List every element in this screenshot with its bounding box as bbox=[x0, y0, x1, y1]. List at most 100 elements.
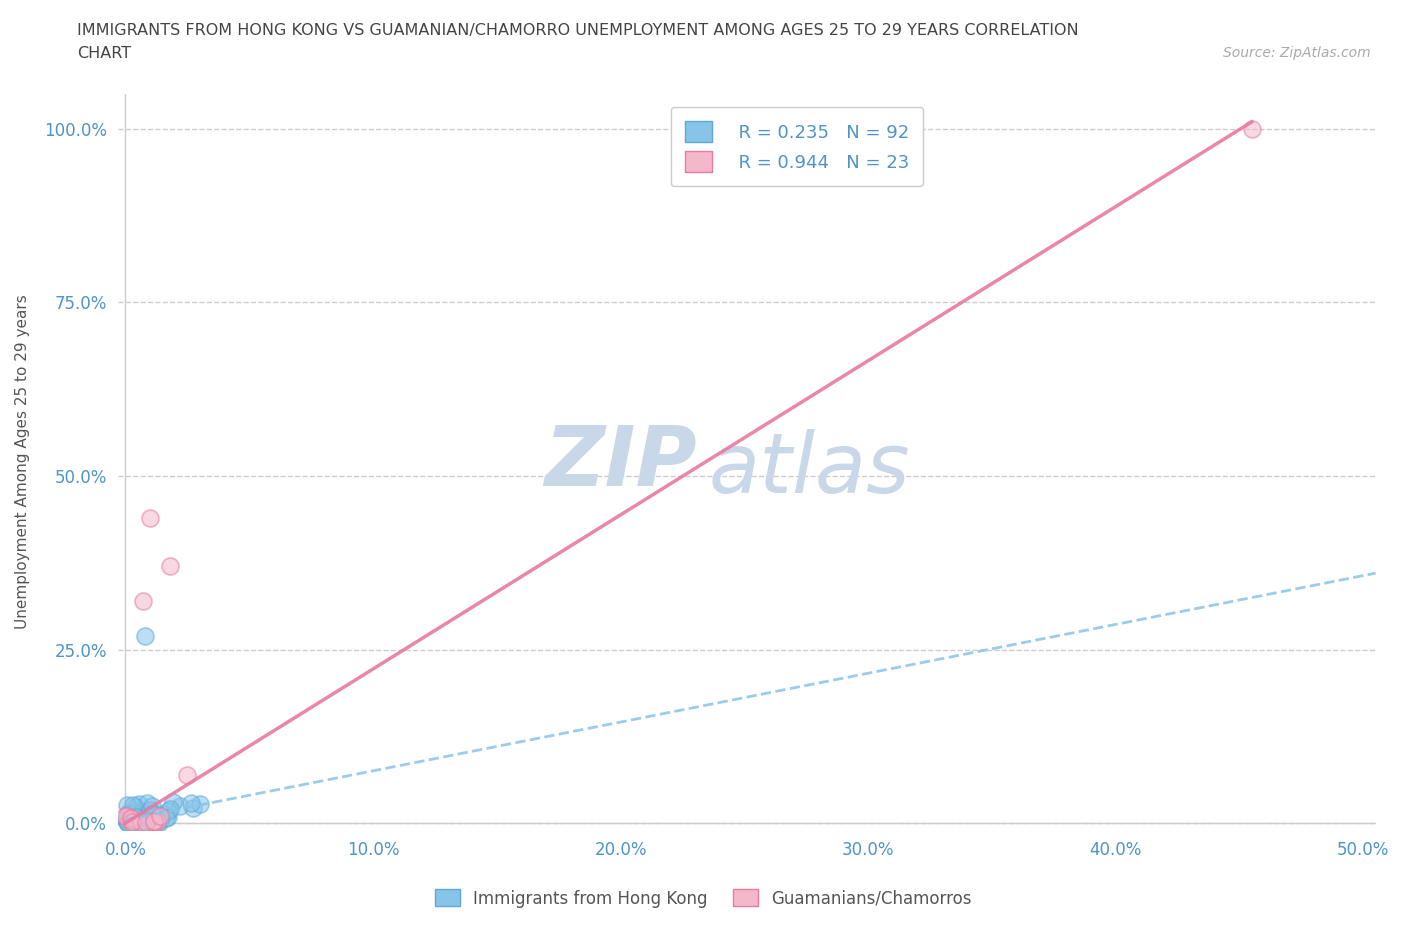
Point bbox=[134, 810, 156, 825]
Point bbox=[141, 806, 163, 821]
Point bbox=[121, 816, 143, 830]
Point bbox=[138, 816, 160, 830]
Point bbox=[159, 801, 181, 816]
Point bbox=[142, 816, 165, 830]
Point bbox=[115, 809, 138, 824]
Point bbox=[120, 813, 142, 828]
Text: Source: ZipAtlas.com: Source: ZipAtlas.com bbox=[1223, 46, 1371, 60]
Point bbox=[138, 802, 160, 817]
Point bbox=[143, 815, 166, 830]
Point bbox=[134, 629, 156, 644]
Point bbox=[129, 812, 152, 827]
Point bbox=[159, 559, 181, 574]
Point bbox=[115, 813, 138, 828]
Point bbox=[128, 796, 150, 811]
Point bbox=[136, 795, 159, 810]
Point bbox=[122, 812, 145, 827]
Point bbox=[114, 813, 136, 828]
Point bbox=[118, 815, 141, 830]
Point bbox=[117, 812, 139, 827]
Point bbox=[118, 810, 141, 825]
Point bbox=[148, 816, 170, 830]
Point bbox=[128, 815, 150, 830]
Point bbox=[136, 814, 159, 829]
Point bbox=[125, 809, 148, 824]
Point bbox=[128, 807, 150, 822]
Point bbox=[117, 811, 139, 826]
Point bbox=[132, 805, 155, 820]
Point bbox=[135, 815, 157, 830]
Point bbox=[141, 799, 163, 814]
Legend: Immigrants from Hong Kong, Guamanians/Chamorros: Immigrants from Hong Kong, Guamanians/Ch… bbox=[427, 883, 979, 914]
Point bbox=[156, 810, 179, 825]
Point bbox=[115, 815, 138, 830]
Text: atlas: atlas bbox=[709, 429, 911, 510]
Point bbox=[125, 810, 148, 825]
Point bbox=[135, 811, 157, 826]
Point bbox=[139, 511, 162, 525]
Point bbox=[145, 814, 167, 829]
Point bbox=[125, 811, 148, 826]
Point bbox=[176, 767, 198, 782]
Point bbox=[139, 815, 162, 830]
Point bbox=[122, 814, 145, 829]
Point bbox=[149, 809, 172, 824]
Point bbox=[121, 798, 143, 813]
Text: ZIP: ZIP bbox=[544, 421, 696, 502]
Point bbox=[117, 807, 139, 822]
Point bbox=[153, 806, 176, 821]
Point bbox=[169, 798, 191, 813]
Point bbox=[122, 815, 145, 830]
Point bbox=[120, 811, 142, 826]
Text: IMMIGRANTS FROM HONG KONG VS GUAMANIAN/CHAMORRO UNEMPLOYMENT AMONG AGES 25 TO 29: IMMIGRANTS FROM HONG KONG VS GUAMANIAN/C… bbox=[77, 23, 1078, 38]
Point bbox=[136, 812, 159, 827]
Point bbox=[132, 593, 155, 608]
Point bbox=[121, 815, 143, 830]
Point bbox=[138, 809, 160, 824]
Point bbox=[1240, 121, 1263, 136]
Point bbox=[118, 806, 141, 821]
Point bbox=[117, 816, 139, 830]
Y-axis label: Unemployment Among Ages 25 to 29 years: Unemployment Among Ages 25 to 29 years bbox=[15, 295, 30, 630]
Point bbox=[124, 800, 146, 815]
Point bbox=[120, 811, 142, 826]
Point bbox=[162, 795, 184, 810]
Point bbox=[138, 807, 160, 822]
Point bbox=[143, 806, 166, 821]
Point bbox=[115, 797, 138, 812]
Point bbox=[157, 804, 180, 818]
Point bbox=[118, 811, 141, 826]
Point bbox=[132, 815, 155, 830]
Point bbox=[114, 809, 136, 824]
Point bbox=[128, 815, 150, 830]
Point bbox=[136, 810, 159, 825]
Point bbox=[149, 812, 172, 827]
Point bbox=[132, 809, 155, 824]
Text: CHART: CHART bbox=[77, 46, 131, 61]
Point bbox=[131, 816, 153, 830]
Point bbox=[121, 812, 143, 827]
Point bbox=[149, 813, 172, 828]
Point bbox=[145, 813, 167, 828]
Point bbox=[181, 800, 204, 815]
Legend:   R = 0.235   N = 92,   R = 0.944   N = 23: R = 0.235 N = 92, R = 0.944 N = 23 bbox=[671, 107, 924, 186]
Point bbox=[134, 809, 156, 824]
Point bbox=[180, 796, 202, 811]
Point bbox=[127, 811, 149, 826]
Point bbox=[118, 812, 141, 827]
Point bbox=[118, 816, 141, 830]
Point bbox=[131, 815, 153, 830]
Point bbox=[146, 815, 169, 830]
Point bbox=[129, 804, 152, 818]
Point bbox=[135, 814, 157, 829]
Point bbox=[117, 806, 139, 821]
Point bbox=[118, 807, 141, 822]
Point bbox=[155, 811, 177, 826]
Point bbox=[129, 811, 152, 826]
Point bbox=[115, 812, 138, 827]
Point bbox=[129, 815, 152, 830]
Point bbox=[142, 814, 165, 829]
Point bbox=[122, 805, 145, 820]
Point bbox=[120, 813, 142, 828]
Point bbox=[127, 815, 149, 830]
